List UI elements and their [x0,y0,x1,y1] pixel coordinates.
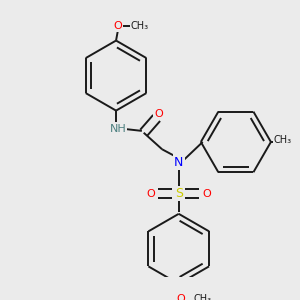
Text: NH: NH [110,124,126,134]
Text: O: O [176,294,185,300]
Text: N: N [174,156,183,169]
Text: O: O [147,189,155,199]
Text: CH₃: CH₃ [131,21,149,31]
Text: O: O [113,21,122,31]
Text: S: S [175,187,183,200]
Text: CH₃: CH₃ [274,135,292,145]
Text: CH₃: CH₃ [194,294,211,300]
Text: O: O [154,109,163,119]
Text: O: O [202,189,211,199]
